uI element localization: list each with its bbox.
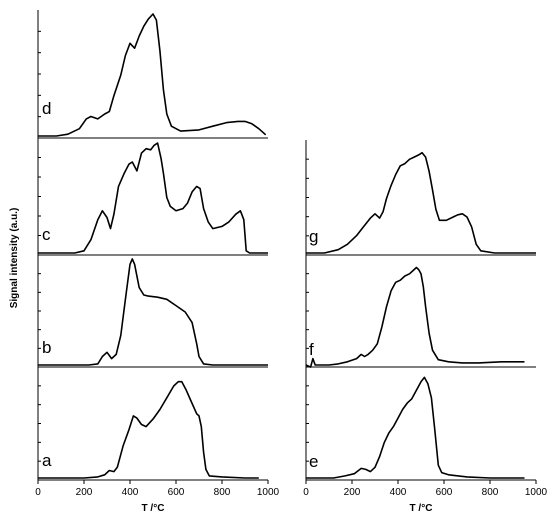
right-x-tick-label: 1000 — [525, 487, 548, 498]
right-x-tick-label: 600 — [436, 487, 453, 498]
right-x-axis-label: T /°C — [410, 503, 433, 514]
panel-label-c: c — [42, 225, 51, 244]
panel-label-b: b — [42, 338, 51, 357]
right-x-tick-label: 400 — [390, 487, 407, 498]
panel-label-g: g — [309, 227, 318, 246]
left-x-tick-label: 400 — [122, 487, 139, 498]
trace-f — [305, 266, 525, 368]
trace-c — [38, 142, 268, 254]
right-x-tick-label: 0 — [303, 487, 309, 498]
y-axis-label: Signal intensity (a.u.) — [9, 208, 20, 309]
trace-e — [306, 376, 525, 479]
signal-traces — [38, 13, 536, 479]
panel-label-f: f — [309, 340, 314, 359]
panel-label-a: a — [42, 451, 52, 470]
trace-a — [38, 380, 259, 479]
panel-label-d: d — [42, 99, 51, 118]
left-x-tick-label: 600 — [168, 487, 185, 498]
left-x-axis-label: T /°C — [142, 503, 165, 514]
panel-labels: d c b a g f e — [42, 99, 318, 471]
x-axes: 0 200 400 600 800 1000 T /°C 0 200 400 600 800 1000 T… — [35, 480, 548, 514]
right-x-tick-label: 200 — [344, 487, 361, 498]
left-x-tick-label: 1000 — [257, 487, 280, 498]
left-x-tick-label: 800 — [214, 487, 231, 498]
left-x-tick-label: 200 — [76, 487, 93, 498]
trace-d — [38, 13, 267, 137]
right-x-tick-label: 800 — [482, 487, 499, 498]
left-x-tick-label: 0 — [35, 487, 41, 498]
trace-g — [306, 151, 536, 254]
panel-frames — [37, 10, 536, 481]
panel-label-e: e — [309, 452, 318, 471]
trace-b — [38, 258, 268, 366]
